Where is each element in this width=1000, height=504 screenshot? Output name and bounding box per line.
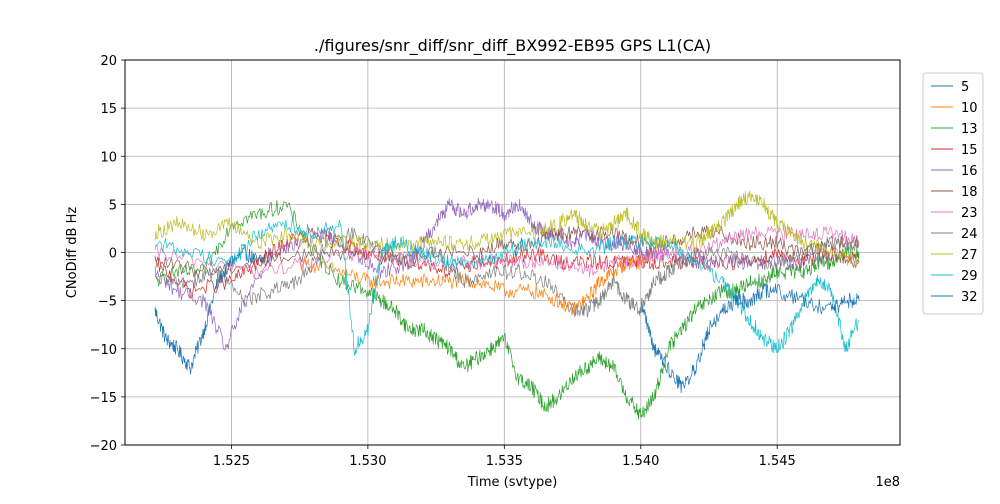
chart-title: ./figures/snr_diff/snr_diff_BX992-EB95 G… [314, 36, 711, 56]
series-line-24 [154, 227, 860, 318]
x-tick-label: 1.535 [486, 454, 523, 469]
legend-label: 18 [961, 185, 978, 200]
legend: 5 10 13 15 16 18 23 24 27 29 32 [922, 72, 984, 315]
x-axis-label: Time (svtype) [467, 475, 558, 490]
x-tick-label: 1.530 [349, 454, 386, 469]
x-axis-offset-label: 1e8 [875, 475, 900, 490]
y-tick-label: −5 [98, 295, 117, 310]
series-lines [154, 190, 860, 420]
y-tick-label: 20 [100, 54, 117, 69]
y-tick-label: 10 [100, 150, 117, 165]
legend-label: 10 [961, 101, 978, 116]
y-tick-label: −10 [90, 343, 117, 358]
y-tick-label: 5 [109, 198, 117, 213]
series-line-23 [154, 225, 860, 279]
y-axis-label: CNoDiff dB Hz [65, 207, 80, 299]
legend-label: 16 [961, 164, 978, 179]
legend-label: 5 [961, 80, 969, 95]
legend-label: 32 [961, 290, 978, 305]
series-line-5 [154, 244, 273, 375]
series-line-29 [154, 218, 860, 356]
axis-ticks: 1.525 1.530 1.535 1.540 1.545 −20 −15 −10 −5 0 5 10… [90, 54, 796, 469]
x-tick-label: 1.525 [213, 454, 250, 469]
series-line-27 [154, 190, 860, 267]
legend-label: 15 [961, 143, 978, 158]
legend-label: 27 [961, 248, 978, 263]
y-tick-label: 0 [109, 247, 117, 262]
series-line-10 [299, 247, 655, 317]
legend-label: 29 [961, 269, 978, 284]
y-tick-label: 15 [100, 102, 117, 117]
series-line-32 [640, 283, 860, 394]
legend-label: 24 [961, 227, 978, 242]
x-tick-label: 1.540 [622, 454, 659, 469]
y-tick-label: −20 [90, 439, 117, 454]
series-line-13 [154, 199, 860, 420]
y-tick-label: −15 [90, 391, 117, 406]
legend-label: 13 [961, 122, 978, 137]
legend-label: 23 [961, 206, 978, 221]
x-tick-label: 1.545 [759, 454, 796, 469]
